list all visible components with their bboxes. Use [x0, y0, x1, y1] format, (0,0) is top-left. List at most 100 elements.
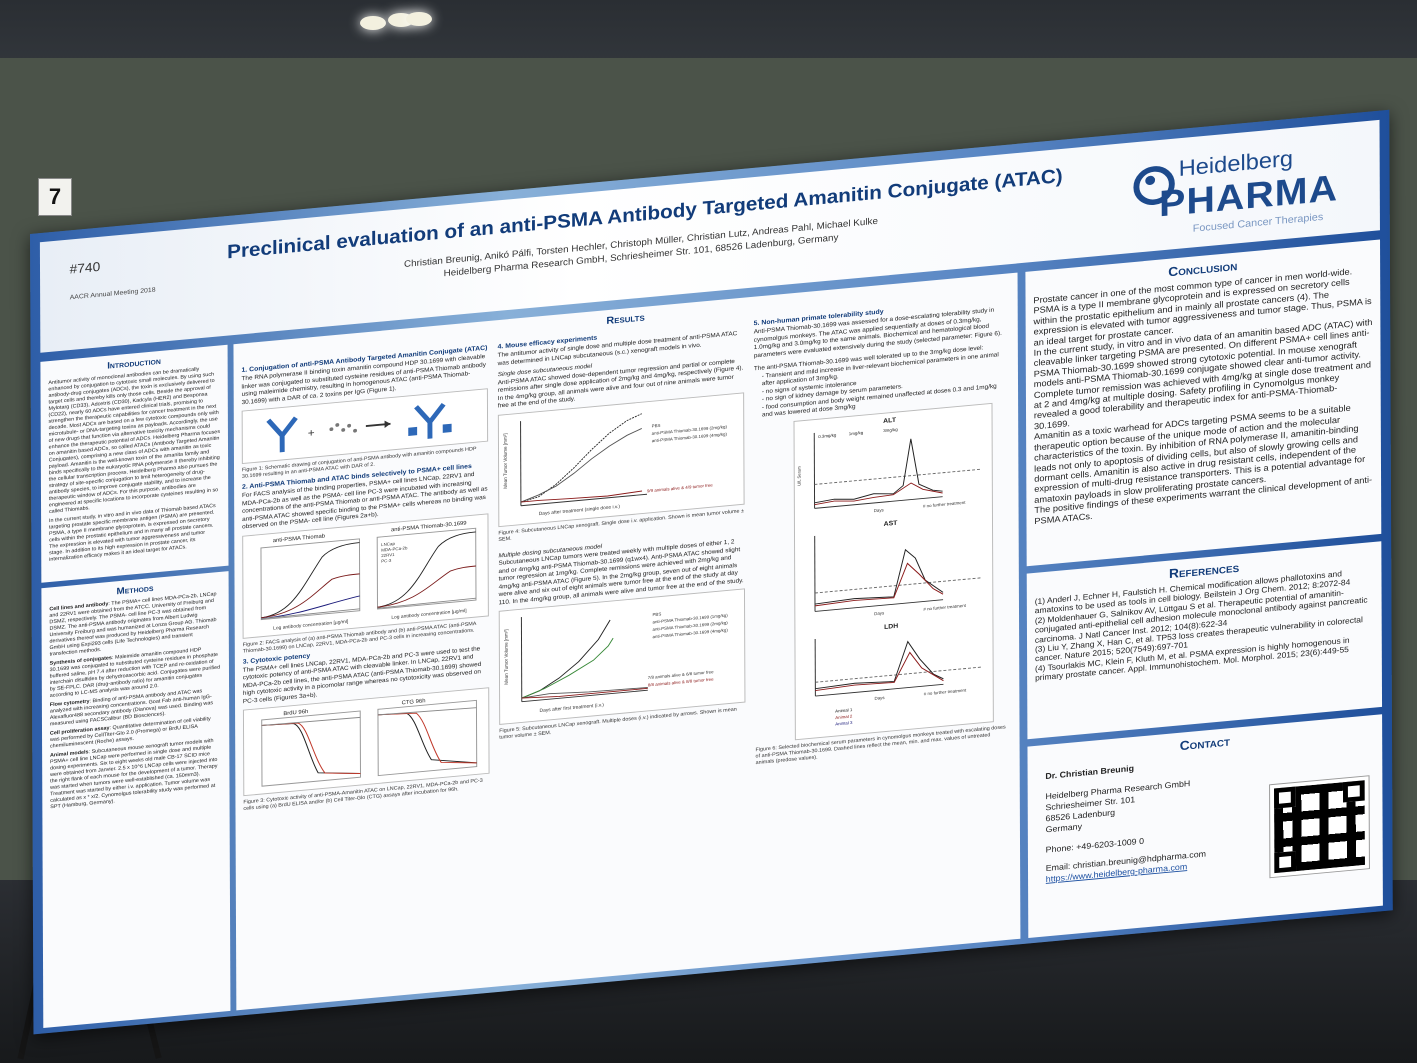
antibody-icon	[266, 416, 298, 453]
figure-4-single-dose: Mean Tumor Volume [mm³] Days after treat…	[497, 391, 745, 527]
methods-panel: Methods Cell lines and antibody: The PSM…	[41, 571, 231, 1028]
booth-number: 7	[38, 178, 72, 216]
amanitin-toxin-icon	[329, 423, 358, 433]
ldh-x-axis	[815, 683, 944, 697]
facs-binding-curves: anti-PSMA Thiomab anti-PSMA Thiomab-30.1…	[260, 520, 477, 631]
scientific-poster: #740 AACR Annual Meeting 2018 Preclinica…	[30, 109, 1393, 1035]
qr-finder-icon	[1342, 780, 1365, 803]
fig2b-curve-pc3	[377, 597, 476, 609]
arrowhead-icon	[384, 420, 391, 429]
figure-1-conjugation-scheme: +	[241, 388, 489, 465]
alt-reference-line	[814, 468, 982, 485]
alt-xlabel: Days	[874, 507, 884, 513]
fig3b-curve-pc3	[377, 707, 477, 716]
fig4-legend-item: anti-PSMA Thiomab-30.1699 (2mg/kg)	[652, 424, 728, 436]
qr-finder-icon	[1274, 786, 1296, 809]
serum-parameter-charts: ALT 0.3mg/kg 1mg/kg 3mg/kg U/L Serum Day…	[796, 416, 983, 726]
ldh-reference-line	[815, 666, 983, 683]
fig3b-axes	[377, 699, 478, 777]
ast-series-animal1	[814, 548, 944, 605]
fig3b-curve	[377, 712, 477, 764]
antibody-conjugation-diagram: +	[266, 402, 452, 453]
toxin-payload-icon	[442, 423, 452, 433]
qr-code	[1269, 775, 1370, 879]
fig2b-xlabel: Log antibody concentration [µg/ml]	[391, 608, 466, 621]
fig2b-axes	[376, 527, 477, 610]
ldh-xlabel: Days	[875, 695, 885, 701]
ceiling-light	[360, 16, 386, 30]
references-panel: References (1) Anderl J, Echner H, Fauls…	[1026, 541, 1383, 740]
fig5-series-4mgkg	[521, 687, 648, 699]
fig2a-curve-lncap	[261, 541, 360, 618]
fig5-xlabel: Days after first treatment (i.v.)	[540, 702, 605, 714]
fig5-legend-item: anti-PSMA Thiomab-30.1699 (1mg/kg)	[652, 613, 728, 625]
figure-6-serum-parameters: ALT 0.3mg/kg 1mg/kg 3mg/kg U/L Serum Day…	[793, 402, 994, 740]
methods-item: Animal models: Subcutaneous mouse xenogr…	[49, 738, 218, 811]
svg-text:+: +	[308, 428, 315, 440]
ldh-series-animal2	[815, 651, 944, 691]
fig4-ylabel: Mean Tumor Volume [mm³]	[503, 433, 509, 489]
fig2-legend-item: PC-3	[381, 557, 392, 563]
fig2a-curve-mdapca2b	[261, 572, 360, 618]
fig5-x-axis	[521, 689, 648, 703]
alt-series-animal2	[814, 481, 943, 505]
toxin-payload-icon	[408, 426, 418, 436]
ast-note: # no further treatment	[923, 602, 966, 611]
introduction-panel: Introduction Antitumor activity of monoc…	[40, 344, 229, 583]
fig3a-curve	[261, 722, 361, 774]
dose-label: 0.3mg/kg	[818, 432, 837, 439]
fig4-series-4mgkg	[520, 490, 643, 503]
fig4-legend-item: PBS	[652, 422, 661, 428]
alt-ylabel: U/L Serum	[796, 465, 801, 485]
alt-x-axis	[814, 495, 943, 509]
fig5-legend-item: PBS	[652, 611, 661, 617]
figure-2-facs-binding: anti-PSMA Thiomab anti-PSMA Thiomab-30.1…	[242, 512, 489, 639]
fig2-legend-item: MDA-PCa-2b	[381, 545, 408, 552]
ast-chart: AST Days # no further treatment	[814, 519, 983, 616]
fig5-series-1mgkg	[521, 637, 614, 699]
results-column-b: 4. Mouse efficacy experiments The antitu…	[498, 318, 746, 742]
meeting-name: AACR Annual Meeting 2018	[69, 286, 156, 302]
results-column-a: 1. Conjugation of anti-PSMA Antibody Tar…	[241, 341, 490, 812]
ast-xlabel: Days	[874, 610, 884, 616]
fig3a-axes	[261, 710, 361, 787]
results-column-c: 5. Non-human primate tolerability study …	[754, 294, 1010, 767]
figure-5-multiple-dose: Mean Tumor Volume [mm³] Days after first…	[498, 588, 746, 725]
ast-series-animal2	[814, 562, 944, 606]
ceiling-light	[406, 12, 432, 26]
conclusion-panel: Conclusion Prostate cancer in one of the…	[1025, 239, 1382, 567]
fig4-note: 9/9 animals alive & 4/9 tumor free	[647, 482, 713, 493]
fig3a-curve	[261, 723, 361, 774]
dose-label: 1mg/kg	[849, 430, 864, 436]
fig2a-xlabel: Log antibody concentration [µg/ml]	[273, 618, 348, 631]
fig2b-curve-mdapca2b	[377, 565, 476, 608]
introduction-text: Antitumor activity of monoclonal antibod…	[48, 366, 221, 515]
fig4-x-axis	[520, 493, 648, 506]
fig5-series-pbs	[521, 619, 611, 699]
fig5-note-1: 7/8 animals alive & 6/8 tumor free	[648, 669, 714, 680]
contact-panel: Contact Dr. Christian Breunig Heidelberg…	[1027, 714, 1383, 938]
alt-series-animal1	[814, 438, 943, 503]
fig2a-axes	[260, 537, 361, 620]
fig5-ylabel: Mean Tumor Volume [mm³]	[504, 629, 510, 685]
fig2b-title: anti-PSMA Thiomab-30.1699	[391, 520, 467, 533]
ldh-chart-title: LDH	[884, 622, 898, 630]
fig3b-curve	[377, 712, 477, 764]
fig6-legend-item: Animal 1	[835, 707, 853, 713]
alt-note: # no further treatment	[923, 499, 966, 508]
qr-finder-icon	[1274, 850, 1297, 874]
fig4-xlabel: Days after treatment (single dose i.v.)	[539, 503, 621, 516]
heidelberg-pharma-logo: Heidelberg PHARMA Focused Cancer Therapi…	[1133, 131, 1360, 239]
fig6-legend-item: Animal 2	[835, 713, 853, 719]
fig5-series-2mgkg	[521, 686, 648, 699]
fig4-series-pbs	[520, 412, 642, 503]
fig2-legend-item: 22RV1	[381, 552, 395, 558]
fig5-legend-item: anti-PSMA Thiomab-30.1699 (2mg/kg)	[653, 620, 729, 632]
ast-chart-title: AST	[884, 519, 898, 527]
fig3a-title: BrdU 96h	[283, 709, 308, 717]
fig5-note-2: 8/8 animals alive & 8/8 tumor free	[648, 677, 714, 688]
methods-item-text: Subcutaneous mouse xenograft tumor model…	[50, 738, 218, 811]
dose-label: 3mg/kg	[883, 426, 898, 432]
results-panel: Results 1. Conjugation of anti-PSMA Anti…	[233, 272, 1021, 1011]
figure-3-cytotoxicity: BrdU 96h CTG 96h	[242, 687, 490, 797]
